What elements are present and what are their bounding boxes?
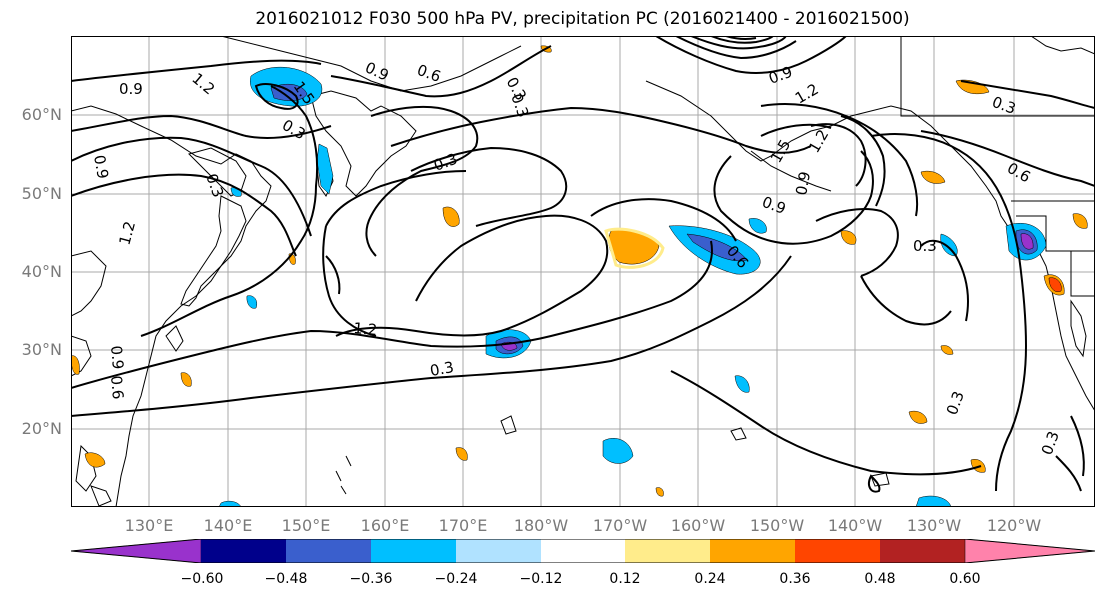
contour-label: 0.9	[107, 345, 127, 370]
contour-label: 1.2	[115, 219, 139, 247]
lat-label-50n: 50°N	[21, 184, 62, 203]
colorbar-tick-label: −0.12	[519, 571, 563, 587]
colorbar-tick-label: −0.36	[349, 571, 393, 587]
colorbar-segment-7	[710, 539, 795, 563]
colorbar-segment-8	[795, 539, 880, 563]
pv-contours	[71, 36, 1095, 493]
colorbar-tick-label: 0.60	[949, 571, 981, 587]
colorbar-segment-6	[625, 539, 710, 563]
map-panel: 0.9 1.2 1.5 0.9 0.6 0.3 0.3 0.9 1.2 0.3 …	[71, 36, 1095, 507]
lat-label-20n: 20°N	[21, 419, 62, 438]
colorbar-tick-label: −0.24	[434, 571, 478, 587]
lon-label-170e: 170°E	[438, 516, 488, 535]
colorbar-tick-label: 0.48	[864, 571, 896, 587]
colorbar-tick-label: −0.60	[180, 571, 224, 587]
lon-label-180w: 180°W	[513, 516, 569, 535]
colorbar-segment-9	[880, 539, 965, 563]
precip-fill	[71, 45, 1088, 507]
lon-label-170w: 170°W	[592, 516, 648, 535]
colorbar-segment-1	[201, 539, 286, 563]
contour-label: 0.9	[90, 154, 112, 181]
colorbar-segment-5	[541, 539, 625, 563]
lon-label-120w: 120°W	[986, 516, 1042, 535]
colorbar-segment-4	[456, 539, 541, 563]
contour-label: 0.6	[107, 375, 127, 400]
lat-label-30n: 30°N	[21, 340, 62, 359]
colorbar-segment-3	[371, 539, 456, 563]
contour-label: 1.2	[353, 319, 378, 339]
contour-label: 0.3	[429, 358, 456, 380]
lon-label-140e: 140°E	[203, 516, 253, 535]
lat-label-40n: 40°N	[21, 262, 62, 281]
colorbar-segment-2	[286, 539, 371, 563]
colorbar-tick-label: −0.48	[264, 571, 308, 587]
lon-label-160w: 160°W	[670, 516, 726, 535]
map-title: 2016021012 F030 500 hPa PV, precipitatio…	[255, 9, 910, 29]
colorbar-segment-0	[71, 539, 202, 563]
colorbar-tick-label: 0.36	[779, 571, 811, 587]
lon-label-150e: 150°E	[281, 516, 331, 535]
contour-label: 0.9	[119, 80, 143, 98]
lon-label-130e: 130°E	[124, 516, 174, 535]
contour-label: 0.3	[913, 237, 937, 255]
lon-label-140w: 140°W	[827, 516, 883, 535]
colorbar	[71, 539, 1095, 563]
lon-label-150w: 150°W	[749, 516, 805, 535]
colorbar-segment-10	[964, 539, 1095, 563]
colorbar-tick-label: 0.12	[609, 571, 641, 587]
colorbar-tick-label: 0.24	[694, 571, 726, 587]
lat-label-60n: 60°N	[21, 105, 62, 124]
lon-label-130w: 130°W	[906, 516, 962, 535]
contour-label: 0.9	[792, 170, 814, 197]
lon-label-160e: 160°E	[360, 516, 410, 535]
